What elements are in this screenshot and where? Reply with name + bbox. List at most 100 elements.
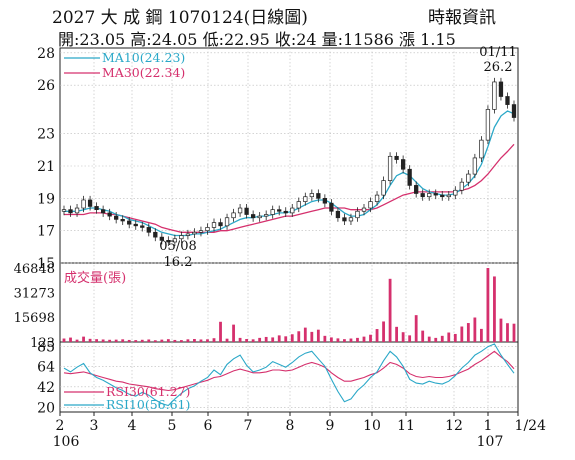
volume-bar xyxy=(316,329,320,342)
candle-body xyxy=(440,194,445,198)
volume-bar xyxy=(186,339,190,342)
candle-body xyxy=(68,209,73,214)
volume-bar xyxy=(382,321,385,342)
x-tick-label: 9 xyxy=(326,418,335,434)
volume-bar xyxy=(140,339,144,342)
price-candle xyxy=(368,197,373,213)
candle-body xyxy=(277,209,282,212)
candle-body xyxy=(61,209,67,212)
volume-bar xyxy=(414,315,418,342)
candle-body xyxy=(361,207,367,212)
volume-bar xyxy=(486,268,490,342)
candle-body xyxy=(427,193,432,198)
price-candle xyxy=(237,203,243,217)
candle-body xyxy=(100,209,106,214)
volume-bar xyxy=(258,337,262,342)
candle-body xyxy=(250,214,256,219)
price-candle xyxy=(361,203,367,216)
price-candle xyxy=(74,203,80,217)
candle-body xyxy=(159,236,164,241)
rsi-tick-label: 85 xyxy=(37,340,55,356)
candle-body xyxy=(264,214,269,217)
candle-body xyxy=(309,193,314,198)
price-candle xyxy=(440,191,445,201)
price-candle xyxy=(192,228,197,238)
volume-bar xyxy=(173,339,177,342)
price-candle xyxy=(61,205,67,216)
price-candle xyxy=(342,213,347,226)
volume-bar xyxy=(160,339,164,342)
rsi-panel: 20 42 64 85 RSI30(61.27)RSI10(56.61) xyxy=(37,340,518,416)
volume-bar xyxy=(506,323,509,342)
price-candle xyxy=(407,165,412,190)
candle-body xyxy=(335,210,341,219)
price-candle xyxy=(283,207,288,217)
candle-body xyxy=(420,193,425,198)
volume-tick-label: 46848 xyxy=(14,262,55,277)
volume-tick-label: 31273 xyxy=(14,287,55,302)
price-candle xyxy=(172,234,178,247)
volume-bar xyxy=(369,334,372,342)
candle-body xyxy=(211,222,217,228)
legend-entry: MA10(24.23) xyxy=(102,50,185,65)
price-candle xyxy=(433,189,438,200)
candle-body xyxy=(120,219,125,222)
low-value-annotation: 16.2 xyxy=(164,255,193,270)
candle-body xyxy=(133,223,138,227)
rsi-tick-label: 64 xyxy=(37,359,55,375)
volume-bar xyxy=(434,337,438,342)
price-candle xyxy=(114,212,119,224)
price-candle xyxy=(296,197,301,213)
price-candle xyxy=(244,203,249,219)
candle-body xyxy=(87,199,93,207)
ma30-line xyxy=(64,143,515,233)
price-candle xyxy=(146,223,151,237)
candle-body xyxy=(446,194,451,198)
price-candle xyxy=(211,218,217,232)
price-candle xyxy=(250,210,256,222)
volume-bar xyxy=(453,333,457,342)
rsi-tick-label: 42 xyxy=(37,380,55,396)
volume-bar xyxy=(206,339,209,342)
price-candle xyxy=(485,105,491,145)
volume-bar xyxy=(440,335,444,342)
candle-body xyxy=(218,222,223,227)
price-candle xyxy=(348,213,354,226)
volume-bar xyxy=(349,338,353,342)
volume-bar xyxy=(460,326,464,342)
price-candle xyxy=(100,205,106,217)
ma10-line xyxy=(64,110,515,237)
year-label: 106 xyxy=(53,434,80,450)
candle-body xyxy=(498,81,504,97)
high-date-annotation: 01/11 xyxy=(479,45,516,60)
volume-bar xyxy=(179,340,183,342)
price-candle xyxy=(81,195,86,213)
price-candle xyxy=(87,195,93,211)
legend-entry: MA30(22.34) xyxy=(102,65,185,80)
plot-frame xyxy=(59,47,519,413)
candle-body xyxy=(322,197,328,204)
price-candle xyxy=(270,205,275,219)
high-value-annotation: 26.2 xyxy=(484,60,513,75)
candle-body xyxy=(81,199,86,209)
candle-body xyxy=(387,155,393,181)
candle-body xyxy=(400,159,406,170)
volume-bar xyxy=(284,336,288,342)
volume-bar xyxy=(479,328,483,342)
volume-bar xyxy=(199,339,203,342)
price-candle xyxy=(140,221,145,232)
chart-axes xyxy=(59,47,519,413)
volume-bar xyxy=(466,323,470,342)
price-candle xyxy=(466,170,471,187)
x-tick-label: 3 xyxy=(90,418,99,434)
price-candle xyxy=(446,191,451,201)
volume-bar xyxy=(290,334,294,342)
price-candle xyxy=(198,226,204,237)
x-tick-label: 4 xyxy=(128,418,137,434)
candle-body xyxy=(368,201,373,209)
volume-panel: 成交量(張) 123 15698 31273 46848 xyxy=(14,262,516,351)
candle-body xyxy=(348,217,354,222)
x-tick-label: 1/24 xyxy=(515,418,547,434)
candle-body xyxy=(479,139,484,159)
volume-bar xyxy=(310,331,314,342)
